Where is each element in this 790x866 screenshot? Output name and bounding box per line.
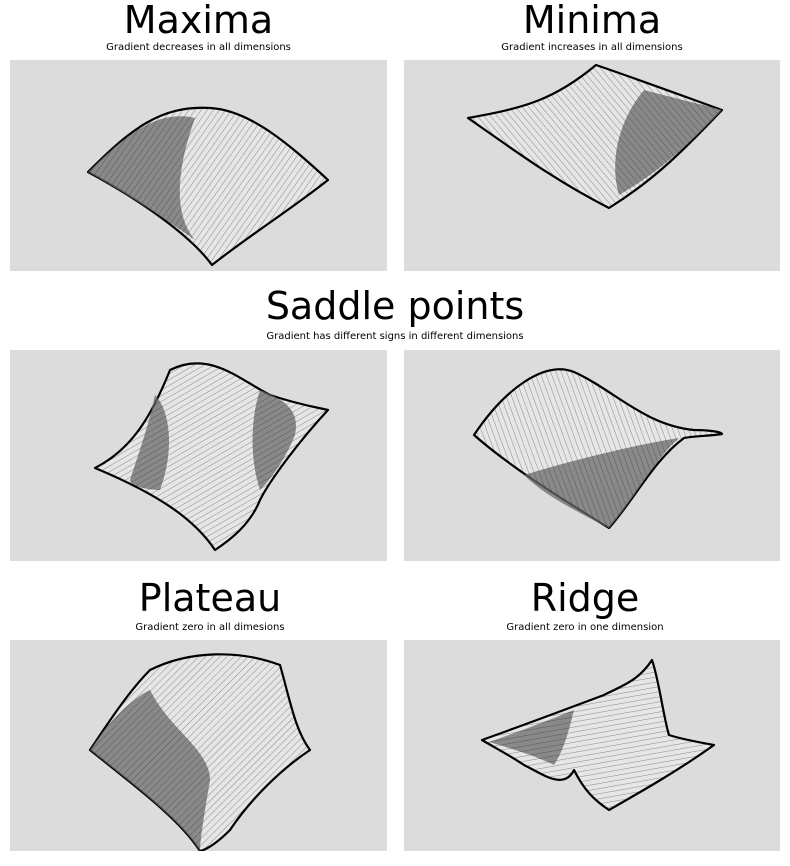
plateau-title: Plateau	[138, 576, 282, 620]
saddle-title: Saddle points	[265, 284, 525, 328]
saddle-panel-right	[404, 350, 780, 561]
maxima-panel	[10, 60, 387, 271]
maxima-subtitle: Gradient decreases in all dimensions	[106, 42, 291, 53]
plateau-panel	[10, 640, 387, 851]
saddle-subtitle: Gradient has different signs in differen…	[266, 331, 524, 342]
plateau-surface-illustration	[88, 653, 312, 851]
ridge-panel	[404, 640, 780, 851]
maxima-title: Maxima	[123, 0, 274, 42]
minima-surface-illustration	[466, 63, 724, 210]
minima-subtitle: Gradient increases in all dimensions	[501, 42, 683, 53]
minima-panel	[404, 60, 780, 271]
maxima-surface-illustration	[86, 106, 330, 267]
ridge-title: Ridge	[530, 576, 640, 620]
saddle-surface-illustration-1	[93, 362, 330, 552]
saddle-surface-illustration-2	[472, 368, 724, 530]
ridge-subtitle: Gradient zero in one dimension	[506, 622, 664, 633]
minima-title: Minima	[522, 0, 662, 42]
plateau-subtitle: Gradient zero in all dimesions	[135, 622, 285, 633]
saddle-panel-left	[10, 350, 387, 561]
ridge-surface-illustration	[480, 658, 716, 812]
